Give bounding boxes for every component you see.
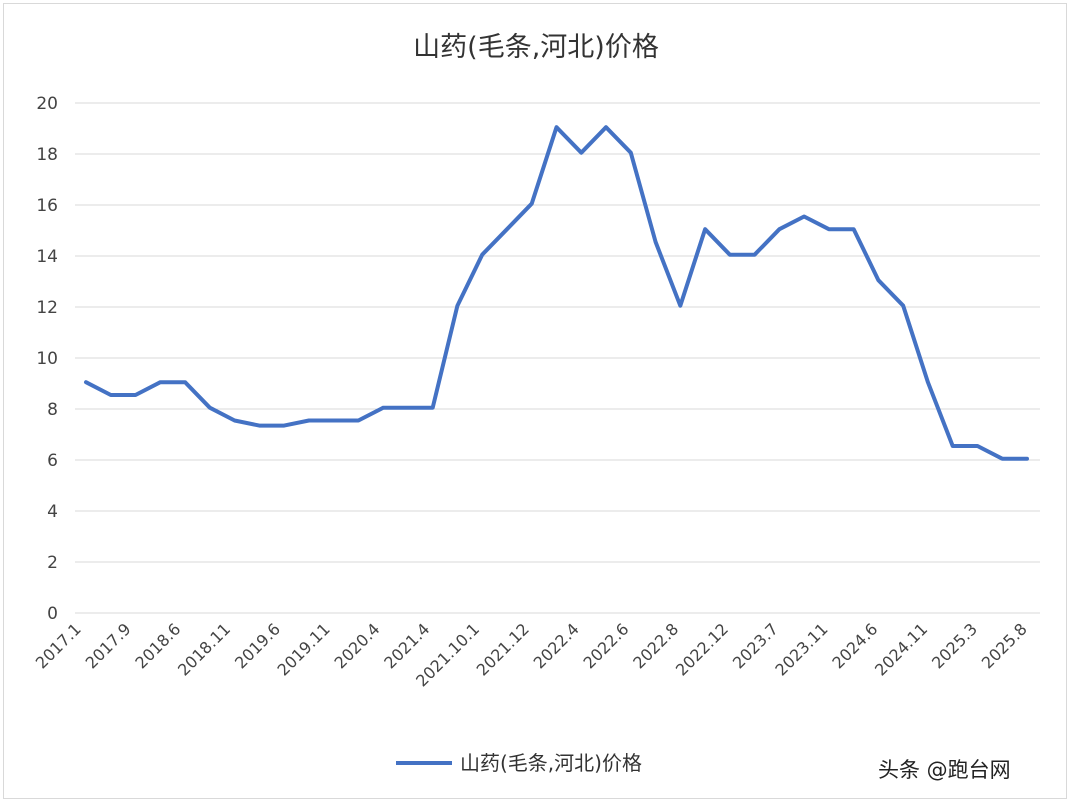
x-tick-label: 2019.11 (274, 619, 334, 679)
x-axis: 2017.12017.92018.62018.112019.62019.1120… (32, 619, 1031, 690)
watermark: 头条 @跑台网 (878, 758, 1011, 782)
y-tick-label: 0 (47, 604, 58, 624)
x-tick-label: 2023.11 (771, 619, 831, 679)
grid-layer (75, 102, 1040, 614)
x-tick-label: 2020.4 (331, 619, 384, 672)
legend-label: 山药(毛条,河北)价格 (460, 751, 642, 775)
y-tick-label: 12 (36, 298, 58, 318)
y-axis: 0 2 4 6 8 10 12 14 16 18 20 (36, 94, 58, 624)
y-tick-label: 18 (36, 145, 58, 165)
x-tick-label: 2025.3 (928, 619, 981, 672)
x-tick-label: 2025.8 (978, 619, 1031, 672)
series-layer (84, 125, 1029, 461)
x-tick-label: 2022.6 (579, 619, 632, 672)
x-tick-label: 2022.4 (530, 619, 583, 672)
y-tick-label: 2 (47, 553, 58, 573)
x-tick-label: 2017.1 (32, 619, 85, 672)
y-tick-label: 14 (36, 247, 58, 267)
x-tick-label: 2024.11 (871, 619, 931, 679)
y-tick-label: 8 (47, 400, 58, 420)
y-tick-label: 6 (47, 451, 58, 471)
y-tick-label: 10 (36, 349, 58, 369)
chart-title: 山药(毛条,河北)价格 (413, 32, 659, 63)
chart-frame (3, 3, 1067, 799)
legend: 山药(毛条,河北)价格 (396, 751, 642, 775)
x-tick-label: 2017.9 (82, 619, 135, 672)
x-tick-label: 2021.12 (473, 619, 533, 679)
y-tick-label: 16 (36, 196, 58, 216)
x-tick-label: 2018.11 (174, 619, 234, 679)
series-line (84, 125, 1029, 461)
x-tick-label: 2022.12 (672, 619, 732, 679)
y-tick-label: 4 (47, 502, 58, 522)
y-tick-label: 20 (36, 94, 58, 114)
